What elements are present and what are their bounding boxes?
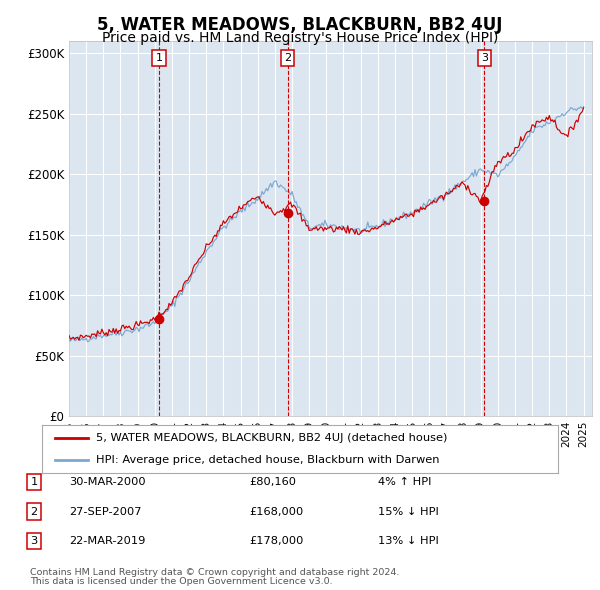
Text: 2: 2: [284, 53, 291, 63]
Text: 15% ↓ HPI: 15% ↓ HPI: [378, 507, 439, 516]
Text: 1: 1: [31, 477, 38, 487]
Text: 13% ↓ HPI: 13% ↓ HPI: [378, 536, 439, 546]
Text: 22-MAR-2019: 22-MAR-2019: [69, 536, 145, 546]
Text: Price paid vs. HM Land Registry's House Price Index (HPI): Price paid vs. HM Land Registry's House …: [102, 31, 498, 45]
Text: 4% ↑ HPI: 4% ↑ HPI: [378, 477, 431, 487]
Text: 30-MAR-2000: 30-MAR-2000: [69, 477, 146, 487]
Text: 1: 1: [155, 53, 163, 63]
Text: £178,000: £178,000: [249, 536, 304, 546]
Text: 27-SEP-2007: 27-SEP-2007: [69, 507, 142, 516]
Text: 5, WATER MEADOWS, BLACKBURN, BB2 4UJ (detached house): 5, WATER MEADOWS, BLACKBURN, BB2 4UJ (de…: [96, 433, 448, 443]
Text: This data is licensed under the Open Government Licence v3.0.: This data is licensed under the Open Gov…: [30, 578, 332, 586]
Text: 3: 3: [481, 53, 488, 63]
Text: Contains HM Land Registry data © Crown copyright and database right 2024.: Contains HM Land Registry data © Crown c…: [30, 568, 400, 577]
Text: 5, WATER MEADOWS, BLACKBURN, BB2 4UJ: 5, WATER MEADOWS, BLACKBURN, BB2 4UJ: [97, 16, 503, 34]
Text: 3: 3: [31, 536, 38, 546]
Text: £168,000: £168,000: [249, 507, 303, 516]
Text: HPI: Average price, detached house, Blackburn with Darwen: HPI: Average price, detached house, Blac…: [96, 455, 440, 465]
Text: £80,160: £80,160: [249, 477, 296, 487]
Text: 2: 2: [31, 507, 38, 516]
